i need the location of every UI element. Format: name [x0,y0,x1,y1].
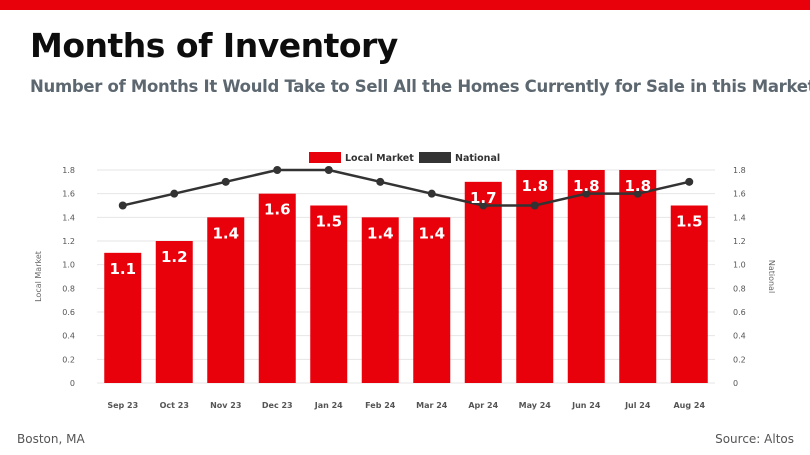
point-national [427,189,436,198]
bar-local-market [361,217,399,383]
y-tick-label: 0.2 [62,355,75,364]
bar-data-label: 1.1 [109,260,136,278]
y-tick-label: 1.0 [62,261,75,270]
point-national [479,201,488,210]
point-national [633,189,642,198]
y2-tick-label: 1.0 [733,261,746,270]
x-tick-label: Oct 23 [160,401,189,410]
bar-local-market [104,252,142,383]
point-national [324,166,333,174]
legend-swatch-national [419,152,451,163]
point-national [582,189,591,198]
x-tick-label: Nov 23 [210,401,241,410]
y-axis-title: Local Market [34,251,43,302]
y2-tick-label: 0.2 [733,355,746,364]
y2-tick-label: 0.8 [733,284,746,293]
bar-data-label: 1.4 [418,224,445,242]
bar-data-label: 1.8 [521,177,548,195]
x-tick-label: Sep 23 [107,401,138,410]
footer-location: Boston, MA [17,432,85,446]
bar-local-market [670,205,708,383]
y2-tick-label: 1.2 [733,237,746,246]
months-of-inventory-chart: 0 0.2 0.4 0.6 0.8 1.0 1.2 1.4 1.6 1.8 0 0.2 0.4 0.6 0.… [34,152,776,410]
y-tick-label: 1.4 [62,213,75,222]
bar-data-label: 1.4 [367,224,394,242]
x-tick-label: Aug 24 [673,401,705,410]
bar-data-label: 1.2 [161,248,188,266]
point-national [170,189,179,198]
x-tick-label: Mar 24 [416,401,448,410]
y-tick-label: 0.6 [62,308,75,317]
footer-source: Source: Altos [715,432,794,446]
bar-local-market [155,241,193,383]
bar-local-market [619,170,657,383]
x-tick-label: May 24 [519,401,552,410]
bar-data-label: 1.6 [264,201,291,219]
bar-local-market [207,217,245,383]
bar-local-market [258,193,296,383]
y2-tick-label: 1.8 [733,166,746,175]
x-tick-label: Jul 24 [624,401,651,410]
y-tick-label: 0.8 [62,284,75,293]
bar-local-market [567,170,605,383]
bar-data-label: 1.8 [624,177,651,195]
bar-data-label: 1.7 [470,189,497,207]
y2-axis-title: National [767,260,776,293]
y-tick-label: 1.8 [62,166,75,175]
y-tick-label: 0.4 [62,332,75,341]
x-tick-label: Jan 24 [314,401,343,410]
point-national [685,177,694,186]
point-national [118,201,127,210]
y2-tick-label: 0.4 [733,332,746,341]
top-accent-bar [0,0,810,10]
y-tick-label: 1.2 [62,237,75,246]
y2-tick-label: 1.4 [733,213,746,222]
bar-local-market [413,217,451,383]
bar-data-label: 1.5 [315,213,342,231]
legend-swatch-local-market [309,152,341,163]
x-tick-label: Feb 24 [365,401,396,410]
y2-tick-label: 0 [733,379,738,388]
page-subtitle: Number of Months It Would Take to Sell A… [30,77,810,96]
bar-data-label: 1.8 [573,177,600,195]
point-national [376,177,385,186]
bar-data-label: 1.5 [676,213,703,231]
y-tick-label: 1.6 [62,190,75,199]
point-national [221,177,230,186]
y-tick-label: 0 [70,379,75,388]
page-title: Months of Inventory [30,26,398,65]
bar-data-label: 1.4 [212,224,239,242]
legend-label-local-market: Local Market [345,153,414,164]
bar-local-market [464,181,502,383]
line-national [122,168,690,207]
point-national [273,166,282,174]
point-national [530,201,539,210]
legend-label-national: National [455,153,500,164]
x-tick-label: Apr 24 [468,401,498,410]
x-tick-label: Dec 23 [262,401,293,410]
y2-tick-label: 0.6 [733,308,746,317]
x-tick-label: Jun 24 [571,401,601,410]
bar-local-market [310,205,348,383]
y2-tick-label: 1.6 [733,190,746,199]
